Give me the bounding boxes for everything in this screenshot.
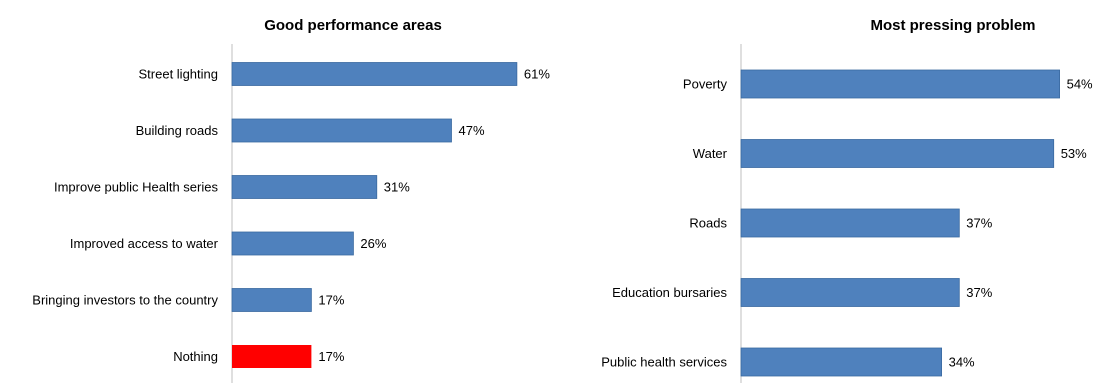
good-category-label: Improve public Health series <box>54 180 219 195</box>
problem-category-label: Education bursaries <box>612 285 727 300</box>
good-bar <box>231 62 518 86</box>
problem-value-label: 37% <box>966 285 992 300</box>
chart-title-good-performance: Good performance areas <box>264 17 442 34</box>
good-category-label: Building roads <box>136 123 219 138</box>
good-bar <box>231 175 378 199</box>
chart-title-most-pressing: Most pressing problem <box>870 17 1035 34</box>
good-bar <box>231 231 354 256</box>
good-category-label: Street lighting <box>139 67 219 82</box>
good-value-label: 17% <box>318 293 344 308</box>
good-category-label: Nothing <box>173 349 218 364</box>
good-value-label: 17% <box>318 349 344 364</box>
good-bar <box>231 118 452 143</box>
problem-category-label: Roads <box>689 216 727 231</box>
chart-most-pressing-problem: Most pressing problem Poverty 54% Water 53%… <box>601 17 1093 383</box>
good-category-label: Improved access to water <box>70 236 219 251</box>
problem-bar <box>740 208 960 238</box>
problem-value-label: 54% <box>1067 77 1093 92</box>
good-value-label: 31% <box>384 180 410 195</box>
good-value-label: 26% <box>360 236 386 251</box>
problem-value-label: 53% <box>1061 146 1087 161</box>
good-value-label: 47% <box>458 123 484 138</box>
problem-value-label: 34% <box>949 355 975 370</box>
good-value-label: 61% <box>524 67 550 82</box>
problem-value-label: 37% <box>966 216 992 231</box>
good-category-label: Bringing investors to the country <box>32 293 218 308</box>
problem-bar <box>740 278 960 307</box>
good-bar <box>232 345 312 368</box>
problem-category-label: Water <box>693 146 728 161</box>
problem-bar <box>740 69 1061 99</box>
problem-bar <box>740 139 1055 168</box>
problem-category-label: Poverty <box>683 77 728 92</box>
problem-category-label: Public health services <box>601 355 727 370</box>
good-bar <box>231 288 312 312</box>
problem-bar <box>740 347 943 377</box>
chart-good-performance-areas: Good performance areas Street lighting 61… <box>32 17 550 383</box>
